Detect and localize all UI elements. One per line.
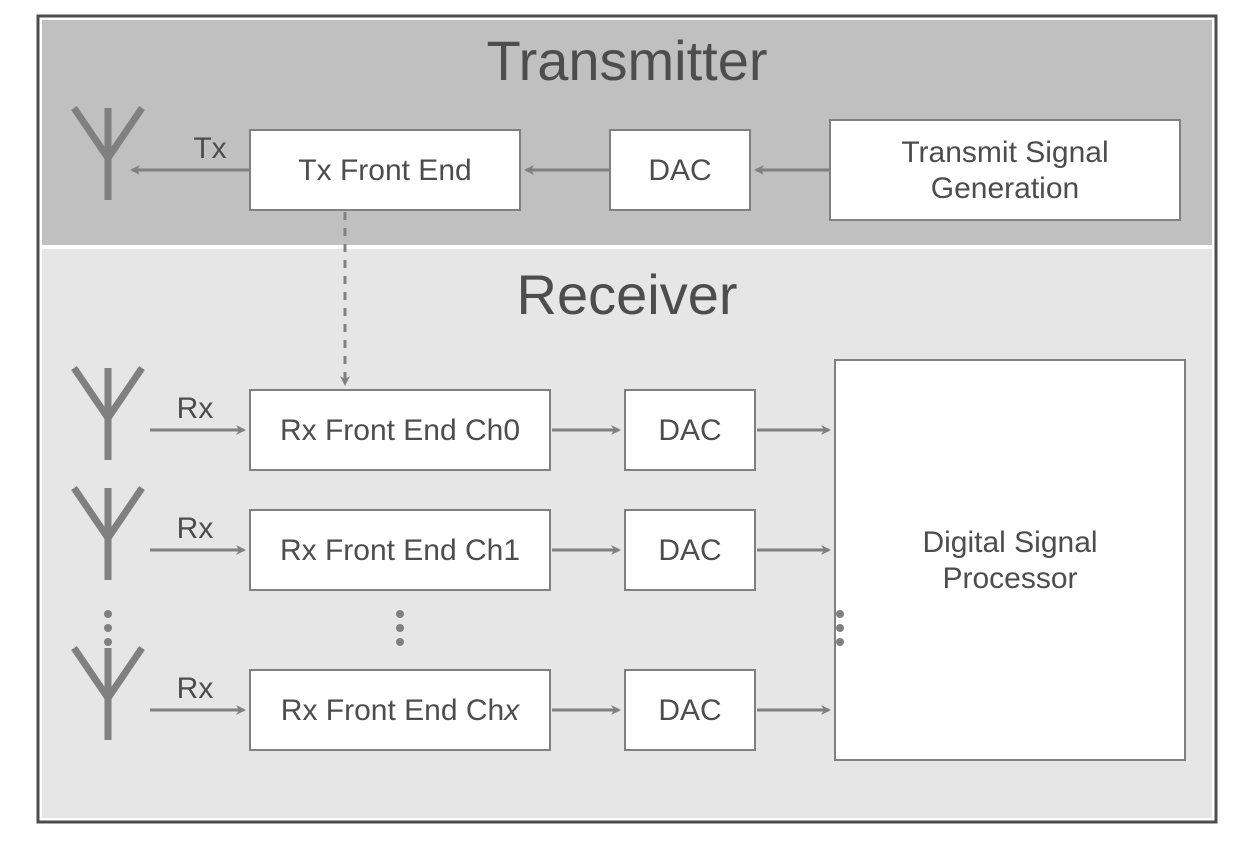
block-dsp bbox=[835, 360, 1185, 760]
dots-ant bbox=[104, 610, 112, 646]
block-label-tx_front_end: Tx Front End bbox=[298, 154, 471, 187]
block-label-rx_fe_1: Rx Front End Ch1 bbox=[280, 534, 520, 567]
block-label-rx_fe_0: Rx Front End Ch0 bbox=[280, 414, 520, 447]
dots-fe bbox=[396, 610, 404, 646]
transmitter-title: Transmitter bbox=[486, 29, 767, 92]
dots-dac bbox=[836, 610, 844, 646]
arrow-label-antx-to-rxfex: Rx bbox=[177, 672, 214, 705]
block-label-dsp-1: Digital Signal bbox=[922, 526, 1097, 559]
arrow-label-ant1-to-rxfe1: Rx bbox=[177, 512, 214, 545]
block-label-tx_gen-1: Transmit Signal bbox=[901, 136, 1108, 169]
arrow-label-txfe-to-ant: Tx bbox=[193, 132, 226, 165]
block-label-tx_dac: DAC bbox=[648, 154, 711, 187]
block-label-tx_gen-2: Generation bbox=[931, 172, 1079, 205]
block-label-dsp-2: Processor bbox=[942, 562, 1077, 595]
block-label-rx_dac_0: DAC bbox=[658, 414, 721, 447]
block-label-rx_fe_x: Rx Front End Chx bbox=[281, 694, 520, 727]
block-label-rx_dac_x: DAC bbox=[658, 694, 721, 727]
arrow-label-ant0-to-rxfe0: Rx bbox=[177, 392, 214, 425]
receiver-title: Receiver bbox=[517, 263, 738, 326]
block-label-rx_dac_1: DAC bbox=[658, 534, 721, 567]
radar-block-diagram: Transmitter Receiver Tx Front End DAC Tran… bbox=[0, 0, 1252, 842]
